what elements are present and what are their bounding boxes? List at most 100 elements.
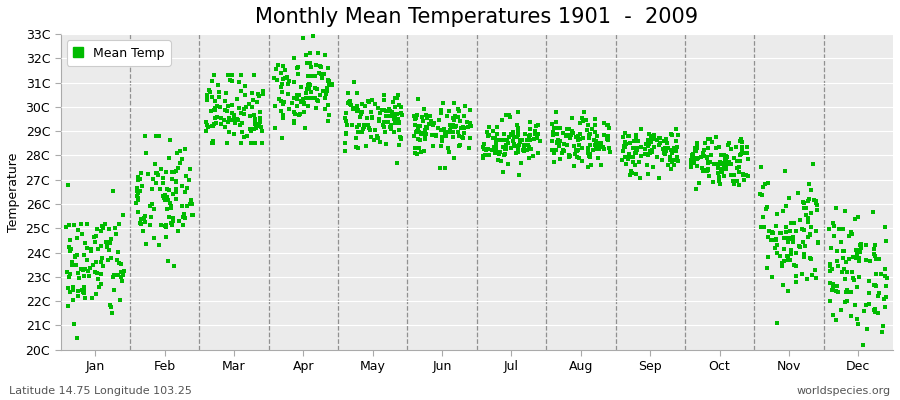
- Point: [76, 231, 90, 238]
- Point: [228, 116, 242, 122]
- Point: [760, 203, 774, 210]
- Point: [373, 138, 387, 145]
- Point: [489, 137, 503, 143]
- Point: [139, 240, 153, 247]
- Point: [175, 202, 189, 209]
- Point: [503, 130, 517, 137]
- Point: [711, 164, 725, 171]
- Point: [793, 244, 807, 250]
- Point: [316, 88, 330, 94]
- Point: [713, 158, 727, 165]
- Point: [829, 283, 843, 290]
- Point: [498, 136, 512, 143]
- Point: [350, 144, 365, 151]
- Point: [63, 289, 77, 296]
- Point: [570, 148, 584, 154]
- Point: [280, 74, 294, 81]
- Point: [590, 146, 604, 152]
- Point: [603, 149, 617, 155]
- Point: [138, 219, 152, 225]
- Point: [560, 126, 574, 132]
- Point: [377, 129, 392, 136]
- Point: [301, 60, 315, 66]
- Point: [788, 273, 803, 280]
- Point: [89, 290, 104, 297]
- Point: [70, 288, 85, 294]
- Point: [138, 133, 152, 139]
- Point: [630, 138, 644, 144]
- Point: [738, 150, 752, 156]
- Point: [490, 137, 504, 143]
- Point: [596, 144, 610, 150]
- Point: [86, 234, 101, 240]
- Point: [753, 164, 768, 170]
- Point: [669, 148, 683, 154]
- Point: [394, 104, 409, 111]
- Point: [644, 137, 659, 143]
- Point: [86, 262, 100, 268]
- Point: [656, 146, 670, 152]
- Point: [292, 71, 306, 77]
- Point: [686, 151, 700, 158]
- Point: [162, 155, 176, 161]
- Point: [443, 127, 457, 133]
- Point: [741, 173, 755, 180]
- Point: [392, 92, 406, 99]
- Point: [516, 146, 530, 153]
- Point: [661, 162, 675, 168]
- Point: [616, 134, 630, 140]
- Point: [533, 138, 547, 144]
- Point: [166, 191, 180, 198]
- Point: [652, 142, 667, 148]
- Point: [61, 243, 76, 250]
- Point: [65, 259, 79, 265]
- Point: [175, 156, 189, 162]
- Point: [838, 298, 852, 305]
- Point: [237, 134, 251, 140]
- Point: [616, 157, 630, 164]
- Point: [271, 62, 285, 68]
- Point: [303, 95, 318, 101]
- Point: [310, 85, 324, 92]
- Point: [447, 124, 462, 130]
- Point: [104, 236, 118, 242]
- Point: [622, 133, 636, 139]
- Point: [791, 190, 806, 196]
- Point: [787, 262, 801, 268]
- Point: [712, 178, 726, 184]
- Point: [842, 232, 857, 239]
- Point: [272, 96, 286, 102]
- Point: [804, 210, 818, 216]
- Point: [703, 136, 717, 142]
- Point: [408, 144, 422, 151]
- Point: [573, 136, 588, 142]
- Point: [158, 234, 173, 241]
- Point: [491, 150, 506, 156]
- Point: [626, 144, 640, 151]
- Point: [68, 254, 83, 260]
- Point: [849, 255, 863, 261]
- Point: [785, 236, 799, 242]
- Point: [526, 153, 540, 159]
- Point: [512, 142, 526, 148]
- Point: [151, 133, 166, 139]
- Point: [345, 122, 359, 128]
- Point: [208, 106, 222, 113]
- Point: [355, 129, 369, 135]
- Point: [282, 106, 296, 112]
- Point: [338, 118, 353, 124]
- Point: [717, 172, 732, 179]
- Point: [590, 143, 604, 150]
- Point: [287, 108, 302, 115]
- Point: [377, 92, 392, 98]
- Point: [843, 313, 858, 319]
- Point: [205, 94, 220, 100]
- Point: [835, 269, 850, 276]
- Point: [489, 140, 503, 147]
- Point: [688, 148, 703, 154]
- Point: [551, 137, 565, 144]
- Point: [556, 130, 571, 136]
- Point: [718, 164, 733, 171]
- Point: [868, 253, 883, 259]
- Point: [302, 81, 317, 88]
